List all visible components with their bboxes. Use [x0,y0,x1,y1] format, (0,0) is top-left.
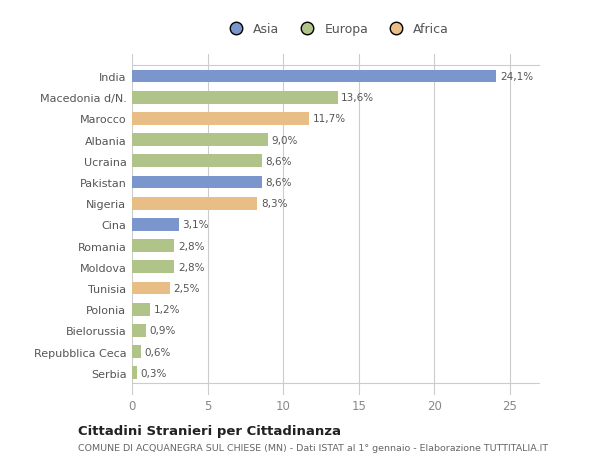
Bar [132,346,141,358]
Bar [132,261,175,274]
Text: 3,1%: 3,1% [182,220,209,230]
Bar [132,303,150,316]
Text: 2,5%: 2,5% [173,283,200,293]
Bar [132,367,137,379]
Bar [132,176,262,189]
Text: 24,1%: 24,1% [500,72,533,82]
Bar [132,134,268,147]
Bar [132,155,262,168]
Bar [132,282,170,295]
Text: Cittadini Stranieri per Cittadinanza: Cittadini Stranieri per Cittadinanza [78,424,341,437]
Text: 1,2%: 1,2% [154,304,181,314]
Bar [132,325,146,337]
Text: 2,8%: 2,8% [178,262,205,272]
Text: 0,3%: 0,3% [140,368,167,378]
Text: 9,0%: 9,0% [272,135,298,146]
Text: 0,9%: 0,9% [149,326,176,336]
Text: 0,6%: 0,6% [145,347,171,357]
Text: 13,6%: 13,6% [341,93,374,103]
Text: 8,6%: 8,6% [266,178,292,188]
Legend: Asia, Europa, Africa: Asia, Europa, Africa [221,21,452,39]
Text: COMUNE DI ACQUANEGRA SUL CHIESE (MN) - Dati ISTAT al 1° gennaio - Elaborazione T: COMUNE DI ACQUANEGRA SUL CHIESE (MN) - D… [78,443,548,452]
Bar [132,218,179,231]
Bar [132,71,496,83]
Bar [132,197,257,210]
Text: 8,6%: 8,6% [266,157,292,167]
Text: 11,7%: 11,7% [313,114,346,124]
Bar [132,240,175,252]
Bar [132,92,338,104]
Text: 8,3%: 8,3% [261,199,288,209]
Text: 2,8%: 2,8% [178,241,205,251]
Bar [132,113,309,125]
